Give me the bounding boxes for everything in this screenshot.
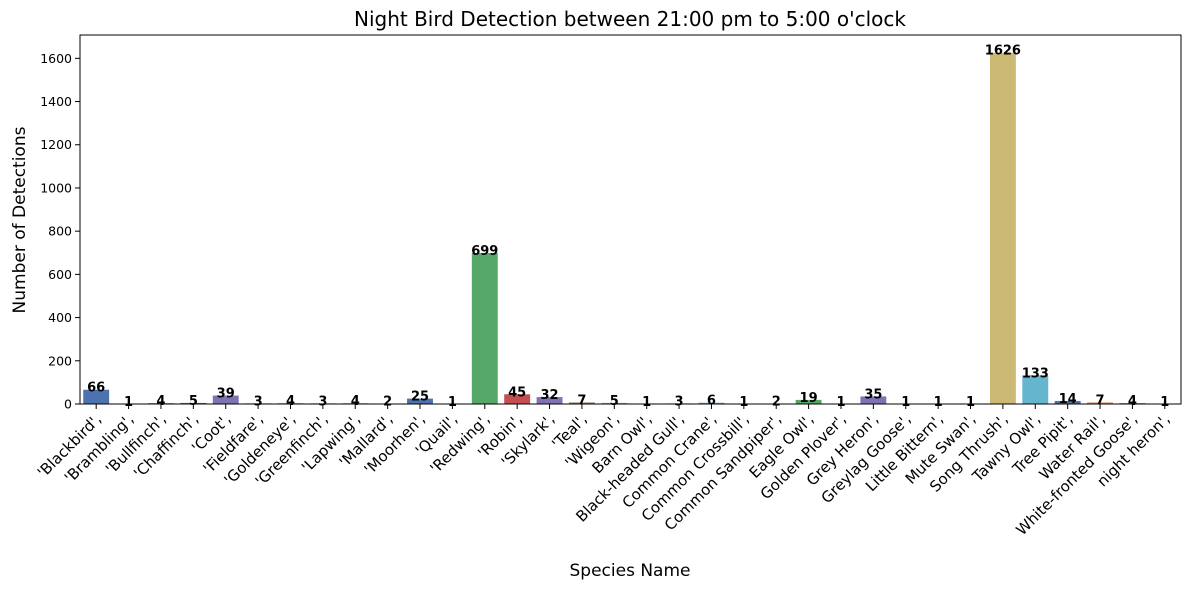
bar: [407, 398, 433, 404]
bar-value-label: 1626: [985, 44, 1021, 59]
bar-value-label: 133: [1022, 366, 1049, 381]
bar-value-label: 3: [254, 394, 263, 409]
bar: [471, 252, 498, 404]
bars-group: [83, 52, 1178, 405]
bar-value-label: 4: [286, 394, 295, 409]
bar-value-label: 1: [124, 395, 133, 410]
y-tick-label: 800: [48, 224, 72, 239]
bar-value-label: 1: [739, 395, 748, 410]
bar-value-label: 32: [540, 388, 558, 403]
x-axis-ticks: 'Blackbird','Brambling','Bullfinch','Cha…: [34, 404, 1174, 539]
y-tick-label: 1000: [40, 180, 72, 195]
plot-frame: [79, 34, 1182, 405]
bar: [1087, 402, 1113, 404]
bar-value-label: 699: [471, 244, 498, 259]
bar: [568, 402, 595, 404]
bar-value-label: 5: [189, 394, 198, 409]
y-tick-label: 0: [64, 397, 72, 412]
bar-value-label: 7: [577, 393, 586, 408]
y-axis-ticks: 0 200 400 600 800 1000 1200 1400 1600: [40, 51, 80, 412]
y-axis-label: Number of Detections: [10, 126, 30, 313]
y-tick-label: 1400: [40, 94, 72, 109]
bar-value-label: 2: [383, 395, 392, 410]
bar: [601, 402, 628, 404]
bar-value-label: 4: [1128, 394, 1137, 409]
bar: [698, 402, 725, 404]
bar-value-label: 1: [642, 395, 651, 410]
bar-value-label: 1: [966, 395, 975, 410]
bar: [795, 399, 822, 404]
y-tick-label: 1200: [40, 137, 72, 152]
bar: [1054, 400, 1081, 404]
bar-value-label: 4: [156, 394, 165, 409]
bar-value-label: 1: [934, 395, 943, 410]
bar: [860, 396, 887, 404]
bar-value-label: 14: [1059, 392, 1077, 407]
bar: [1022, 375, 1049, 404]
bar-value-label: 39: [217, 387, 235, 402]
bar: [536, 397, 563, 404]
bar-value-label: 3: [675, 394, 684, 409]
bar: [83, 389, 110, 404]
bar-value-label: 6: [707, 394, 716, 409]
bar-value-label: 66: [87, 381, 105, 396]
bar-value-label: 2: [772, 395, 781, 410]
bar-value-label: 7: [1096, 393, 1105, 408]
bar-value-label: 3: [318, 394, 327, 409]
chart-title: Night Bird Detection between 21:00 pm to…: [354, 7, 906, 31]
y-tick-label: 400: [48, 310, 72, 325]
x-axis-label: Species Name: [570, 561, 691, 581]
bar-value-label: 35: [864, 387, 882, 402]
bar: [989, 52, 1016, 405]
y-tick-label: 200: [48, 353, 72, 368]
y-tick-label: 600: [48, 267, 72, 282]
bar: [180, 402, 207, 404]
bar-value-label: 19: [800, 391, 818, 406]
bar-value-label: 5: [610, 394, 619, 409]
y-tick-label: 1600: [40, 51, 72, 66]
bar-value-label: 4: [351, 394, 360, 409]
bar-value-label: 45: [508, 385, 526, 400]
bar-value-label: 25: [411, 390, 429, 405]
bar: [504, 394, 531, 404]
bar: [212, 395, 239, 404]
bar-value-label: 1: [1160, 395, 1169, 410]
bar-value-label: 1: [836, 395, 845, 410]
bar-value-label: 1: [448, 395, 457, 410]
bar-value-label: 1: [901, 395, 910, 410]
